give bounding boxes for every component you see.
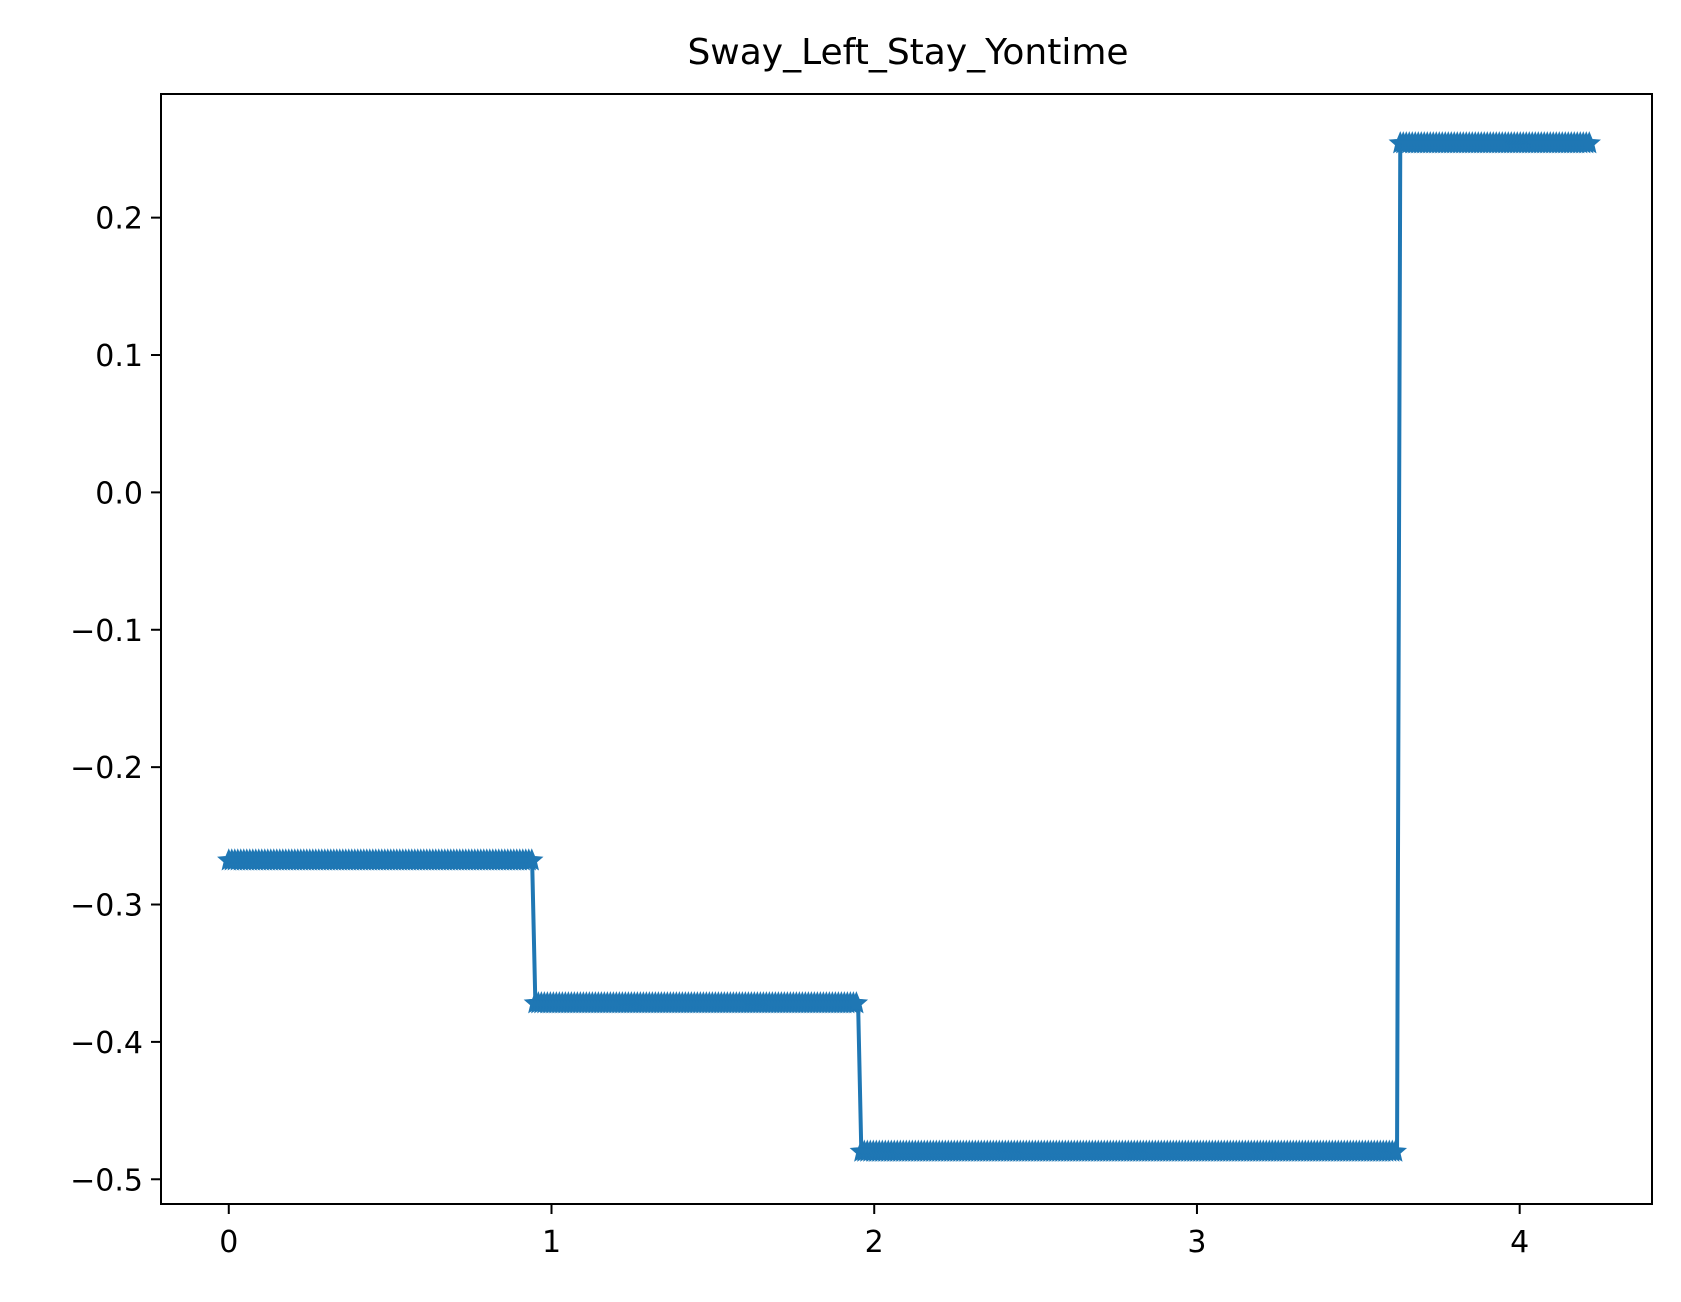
y-tick-label: −0.3 (70, 889, 143, 924)
x-tick-label: 2 (865, 1225, 884, 1260)
data-point-marker (1383, 1139, 1408, 1162)
y-tick-label: 0.2 (95, 202, 143, 237)
y-tick-label: 0.0 (95, 476, 143, 511)
data-point-marker (844, 991, 869, 1014)
y-tick-label: −0.5 (70, 1163, 143, 1198)
x-tick-label: 1 (542, 1225, 561, 1260)
series-layer (217, 131, 1601, 1162)
data-point-marker (520, 848, 544, 871)
data-point-marker (1577, 131, 1601, 154)
plot-frame (160, 93, 1653, 1205)
y-tick-label: −0.1 (70, 614, 143, 649)
y-tick-label: −0.4 (70, 1026, 143, 1061)
y-axis: 0.2 0.1 0.0 −0.1 −0.2 −0.3 −0.4 −0.5 (70, 202, 161, 1198)
x-tick-label: 4 (1510, 1225, 1529, 1260)
series-line (228, 141, 1591, 1154)
chart-title: Sway_Left_Stay_Yontime (687, 32, 1128, 73)
y-tick-label: 0.1 (95, 339, 143, 374)
x-tick-label: 0 (219, 1225, 238, 1260)
x-axis: 0 1 2 3 4 (219, 1204, 1529, 1260)
x-tick-label: 3 (1187, 1225, 1206, 1260)
y-tick-label: −0.2 (70, 751, 143, 786)
